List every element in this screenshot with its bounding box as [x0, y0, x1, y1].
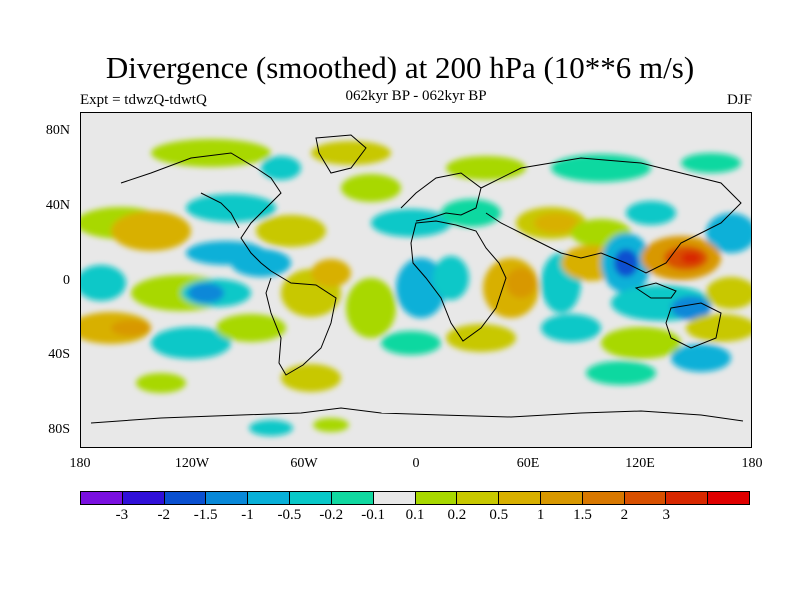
color-legend-label: -0.2: [319, 507, 344, 523]
color-legend-bar: [80, 491, 750, 505]
color-legend-label: 2: [620, 507, 629, 523]
color-swatch: [499, 492, 541, 504]
lat-label-equator: 0: [63, 273, 70, 288]
color-legend-label: -1.5: [193, 507, 218, 523]
coastlines: [90, 134, 744, 424]
lon-label-0: 0: [412, 456, 420, 471]
color-swatch: [122, 492, 165, 504]
color-legend-label: 1: [536, 507, 545, 523]
contour-fill: [81, 139, 751, 436]
color-swatch: [164, 492, 207, 504]
color-swatch: [248, 492, 291, 504]
map-subtitle: 062kyr BP - 062kyr BP: [345, 88, 487, 104]
color-swatch: [457, 492, 500, 504]
lon-label-180w: 180: [69, 456, 91, 471]
map-plot-area: [80, 112, 752, 448]
color-legend-label: 1.5: [573, 507, 592, 523]
lat-label-40n: 40N: [45, 198, 70, 213]
color-legend-label: -3: [115, 507, 129, 523]
lon-label-60w: 60W: [290, 456, 318, 471]
map-title: Divergence (smoothed) at 200 hPa (10**6 …: [105, 50, 695, 85]
lon-label-120e: 120E: [625, 456, 655, 471]
color-swatch: [331, 492, 374, 504]
experiment-label: Expt = tdwzQ-tdwtQ: [80, 92, 207, 108]
color-swatch: [624, 492, 667, 504]
lat-label-80n: 80N: [45, 123, 70, 138]
color-swatch: [373, 492, 416, 504]
color-swatch: [582, 492, 625, 504]
color-swatch: [415, 492, 458, 504]
lat-label-40s: 40S: [48, 347, 70, 362]
divergence-field: [81, 134, 751, 436]
color-swatch: [708, 492, 749, 504]
color-legend-label: -0.1: [361, 507, 385, 523]
lon-label-60e: 60E: [516, 456, 540, 471]
lon-label-120w: 120W: [174, 456, 210, 471]
season-label: DJF: [726, 92, 752, 108]
color-legend-label: 3: [662, 507, 671, 523]
lat-label-80s: 80S: [48, 422, 70, 437]
color-legend-label: 0.1: [405, 507, 425, 523]
color-swatch: [540, 492, 583, 504]
color-legend-label: -0.5: [277, 507, 302, 523]
lon-label-180e: 180: [741, 456, 763, 471]
color-legend-label: -2: [157, 507, 171, 523]
color-swatch: [81, 492, 123, 504]
color-legend-label: 0.2: [447, 507, 467, 523]
color-swatch: [206, 492, 249, 504]
color-swatch: [666, 492, 709, 504]
color-legend-label: -1: [241, 507, 254, 523]
color-swatch: [290, 492, 332, 504]
color-legend-label: 0.5: [489, 507, 509, 523]
